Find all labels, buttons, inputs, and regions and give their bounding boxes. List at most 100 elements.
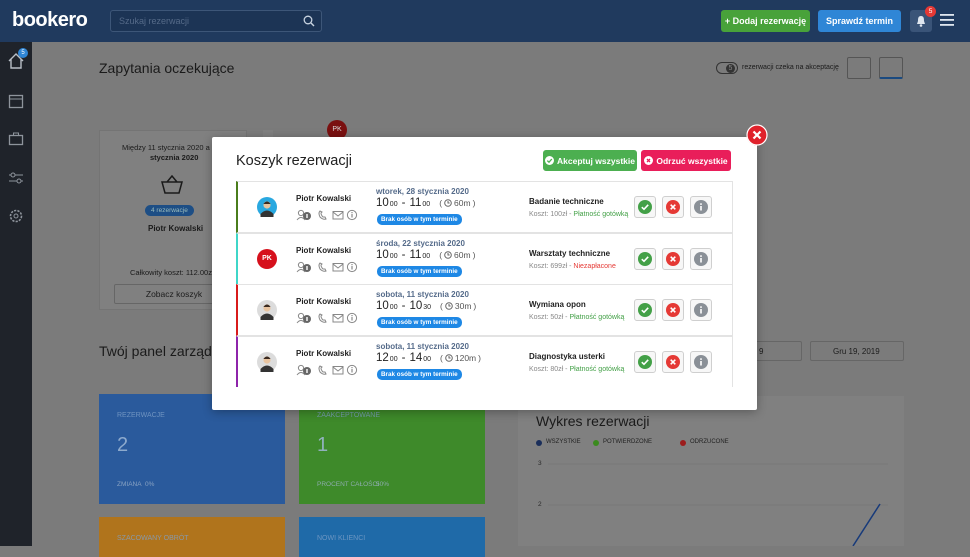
paren-close: ) <box>473 301 477 311</box>
basket-modal: Koszyk rezerwacji Akceptuj wszystkie Odr… <box>212 137 757 410</box>
cost-line: Koszt: 80zł - Płatność gotówką <box>529 366 624 373</box>
accept-button-icon <box>638 303 652 317</box>
avatar <box>257 197 277 222</box>
details-button-icon <box>694 303 708 317</box>
end-hour: 10 <box>409 300 423 312</box>
reject-button[interactable] <box>662 299 684 321</box>
cost-line: Koszt: 100zł - Płatność gotówką <box>529 211 628 218</box>
date-to[interactable]: Gru 19, 2019 <box>810 341 904 361</box>
reject-button[interactable] <box>662 196 684 218</box>
reservation-row: PK Piotr Kowalski środa, 22 stycznia 2020… <box>236 232 733 285</box>
cost-line: Koszt: 699zł - Niezapłacone <box>529 263 616 270</box>
close-modal-button[interactable] <box>746 124 768 146</box>
cost: Koszt: 50zł - <box>529 314 568 321</box>
card-name: Piotr Kowalski <box>148 224 204 233</box>
service-name: Wymiana opon <box>529 300 586 309</box>
paren-close: ) <box>472 198 476 208</box>
duration: (60m) <box>439 198 475 208</box>
paren-open: ( <box>440 301 443 311</box>
clock-icon <box>444 250 452 259</box>
paren-close: ) <box>478 352 481 363</box>
end-minute: 00 <box>423 355 432 363</box>
accept-all-button[interactable]: Akceptuj wszystkie <box>543 150 637 171</box>
legend-dot <box>680 440 686 446</box>
notifications-button[interactable]: 5 <box>910 6 936 32</box>
time-separator: - <box>401 351 406 364</box>
reservation-row: Piotr Kowalski sobota, 11 stycznia 2020 1… <box>236 284 733 336</box>
check-button[interactable]: Sprawdź termin <box>818 10 901 32</box>
stat-value: 2 <box>117 434 129 456</box>
pending-count-text: 5 <box>726 63 735 73</box>
sliders-icon[interactable] <box>8 170 24 186</box>
details-button[interactable] <box>690 196 712 218</box>
add-button[interactable]: + Dodaj rezerwację <box>721 10 810 32</box>
details-button[interactable] <box>690 247 712 270</box>
reject-button[interactable] <box>662 247 684 270</box>
duration-value: 60m <box>454 198 471 208</box>
calendar-icon[interactable] <box>8 93 24 109</box>
date-from[interactable]: 9 <box>752 341 802 361</box>
contact-icons-svg <box>296 261 358 272</box>
stat-value: 1 <box>317 434 329 456</box>
menu-icon[interactable] <box>940 14 954 26</box>
reservation-list: Piotr Kowalski wtorek, 28 stycznia 2020 1… <box>236 181 733 387</box>
chart-card: Wykres rezerwacji WSZYSTKIE POTWIERDZONE O… <box>518 396 904 546</box>
header: bookero Szukaj rezerwacji + Dodaj rezerw… <box>0 0 970 42</box>
reject-button[interactable] <box>662 350 684 373</box>
modal-title: Koszyk rezerwacji <box>236 153 353 169</box>
card-view-button[interactable] <box>879 57 903 79</box>
details-button-icon <box>694 354 708 369</box>
clock-icon <box>445 302 453 310</box>
accept-button[interactable] <box>634 247 656 270</box>
details-button[interactable] <box>690 299 712 321</box>
cost: Koszt: 80zł - <box>529 365 568 373</box>
card-total: Całkowity koszt: 112.00z <box>130 268 212 277</box>
briefcase-icon[interactable] <box>8 131 24 147</box>
avatar-svg <box>257 300 277 320</box>
list-view-button[interactable] <box>847 57 871 79</box>
date-from-text: 9 <box>759 347 764 356</box>
accept-button[interactable] <box>634 196 656 218</box>
duration: (60m) <box>439 250 475 260</box>
customer-name: Piotr Kowalski <box>296 245 352 255</box>
payment-status: Niezapłacone <box>573 262 616 270</box>
paren-open: ( <box>440 352 443 363</box>
end-hour: 14 <box>409 351 423 364</box>
contact-icons-svg <box>296 312 358 324</box>
clock-icon-svg <box>445 302 453 310</box>
customer-name: Piotr Kowalski <box>296 348 352 358</box>
panel-title: Twój panel zarządz <box>99 343 219 359</box>
accept-button[interactable] <box>634 299 656 321</box>
end-minute: 30 <box>423 304 432 311</box>
pending-text: rezerwacji czeka na akceptację <box>742 64 839 71</box>
paren-open: ( <box>439 249 443 260</box>
accept-button[interactable] <box>634 350 656 373</box>
stat-card: NOWI KLIENCI <box>299 517 485 557</box>
start-hour: 10 <box>376 248 389 261</box>
reservation-row: Piotr Kowalski sobota, 11 stycznia 2020 1… <box>236 335 733 387</box>
stat-label: REZERWACJE <box>117 412 165 419</box>
reservation-date: wtorek, 28 stycznia 2020 <box>376 187 469 196</box>
details-button[interactable] <box>690 350 712 373</box>
reject-button-icon <box>666 200 680 214</box>
customer-name: Piotr Kowalski <box>296 297 352 306</box>
x-icon <box>644 156 654 165</box>
stat-card: SZACOWANY OBRÓT <box>99 517 285 557</box>
duration: (30m) <box>440 301 476 311</box>
cost: Koszt: 100zł - <box>529 211 572 218</box>
start-minute: 00 <box>389 355 398 363</box>
start-hour: 10 <box>376 300 389 312</box>
home-icon[interactable] <box>7 52 25 70</box>
logo[interactable]: bookero <box>12 9 88 31</box>
reservation-time: 10 00-10 30(30m) <box>376 300 476 312</box>
settings-icon[interactable] <box>8 208 24 224</box>
duration-value: 30m <box>454 301 472 311</box>
search-box[interactable]: Szukaj rezerwacji <box>110 10 322 32</box>
accept-button-icon <box>638 251 652 266</box>
time-separator: - <box>401 300 406 312</box>
stat-label: ZAAKCEPTOWANE <box>317 412 381 419</box>
end-hour: 11 <box>409 197 422 209</box>
reservation-time: 10 00-11 00(60m) <box>376 249 475 261</box>
reject-all-button[interactable]: Odrzuć wszystkie <box>641 150 731 171</box>
clock-icon-svg <box>445 353 453 362</box>
